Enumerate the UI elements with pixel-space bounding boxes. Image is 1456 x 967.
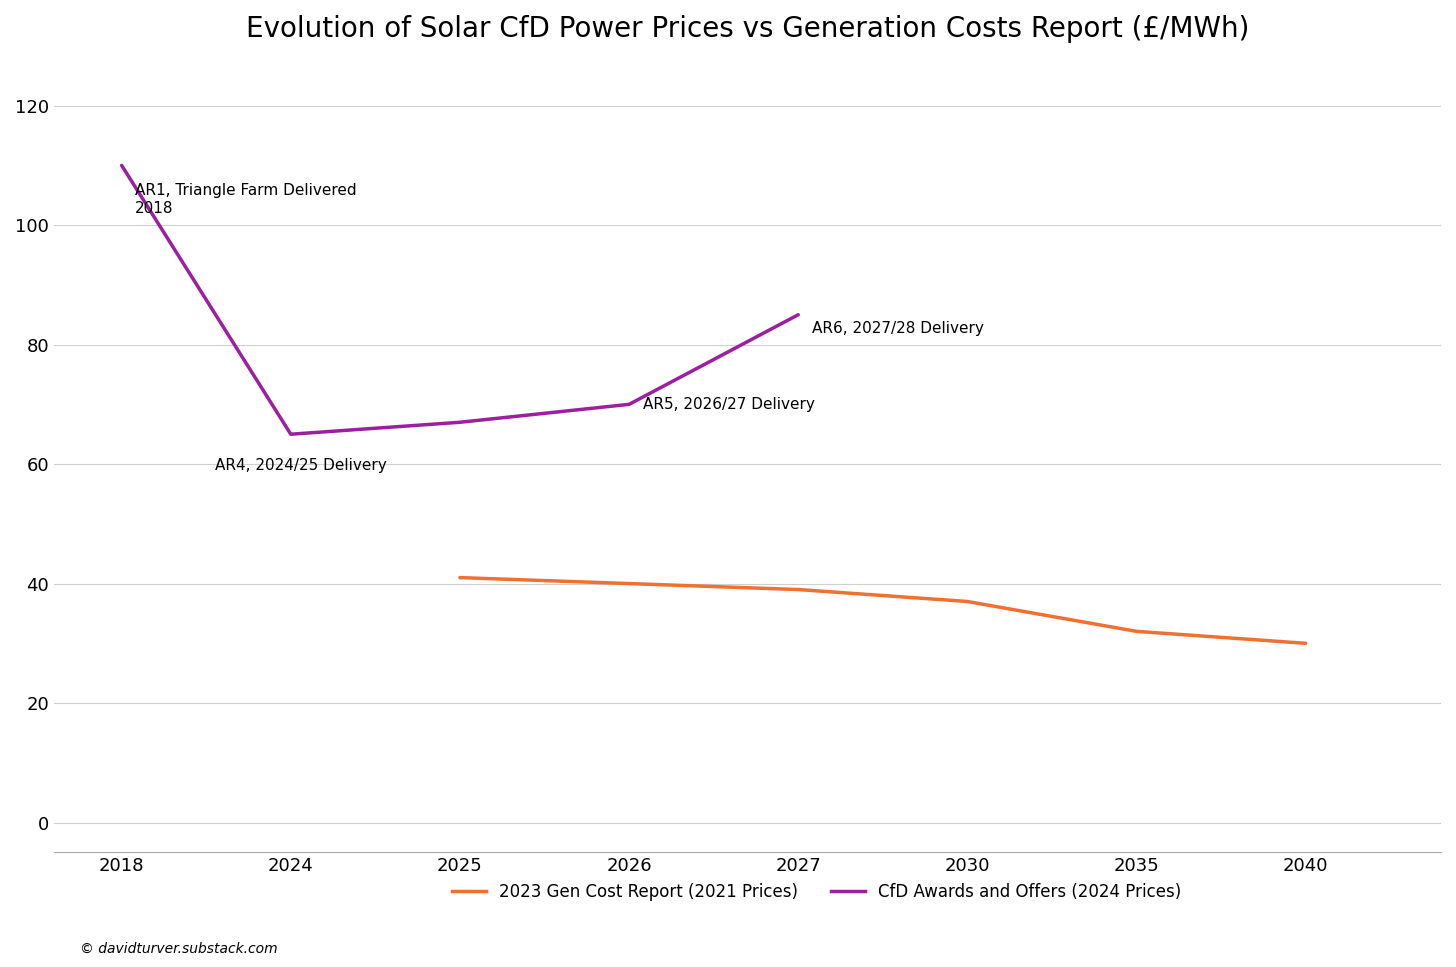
Text: AR5, 2026/27 Delivery: AR5, 2026/27 Delivery [642, 396, 814, 412]
Text: © davidturver.substack.com: © davidturver.substack.com [80, 942, 278, 955]
Legend: 2023 Gen Cost Report (2021 Prices), CfD Awards and Offers (2024 Prices): 2023 Gen Cost Report (2021 Prices), CfD … [446, 876, 1188, 908]
Text: AR6, 2027/28 Delivery: AR6, 2027/28 Delivery [812, 321, 984, 336]
Text: AR1, Triangle Farm Delivered
2018: AR1, Triangle Farm Delivered 2018 [135, 184, 357, 216]
Text: AR4, 2024/25 Delivery: AR4, 2024/25 Delivery [214, 458, 386, 473]
Title: Evolution of Solar CfD Power Prices vs Generation Costs Report (£/MWh): Evolution of Solar CfD Power Prices vs G… [246, 15, 1249, 43]
